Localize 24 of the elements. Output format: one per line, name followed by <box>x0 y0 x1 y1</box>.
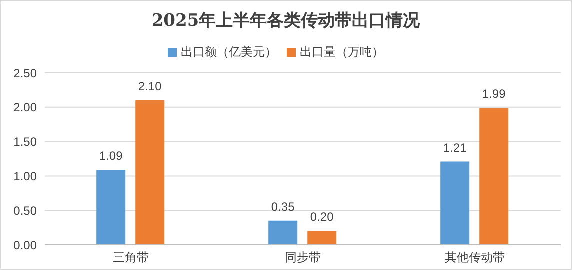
data-label: 1.21 <box>443 140 468 155</box>
bar <box>308 231 337 245</box>
y-tick-label: 1.00 <box>14 169 38 184</box>
y-tick-label: 2.00 <box>14 100 38 115</box>
data-label: 2.10 <box>138 80 162 94</box>
y-tick-label: 1.50 <box>14 135 38 150</box>
x-tick-label: 其他传动带 <box>445 250 505 265</box>
data-label: 1.99 <box>482 87 506 102</box>
bar <box>268 220 298 245</box>
y-tick-label: 0.50 <box>14 204 38 218</box>
legend-label: 出口量（万吨） <box>300 45 384 59</box>
data-label: 1.09 <box>99 149 124 164</box>
bar <box>440 162 470 245</box>
legend-label: 出口额（亿美元） <box>181 45 277 59</box>
bar <box>136 100 165 245</box>
bar <box>480 108 509 245</box>
bar <box>96 170 126 245</box>
data-label: 0.20 <box>310 210 334 224</box>
y-tick-label: 0.00 <box>14 238 38 252</box>
data-label: 0.35 <box>271 200 296 214</box>
x-tick-label: 三角带 <box>113 250 149 265</box>
x-tick-label: 同步带 <box>285 250 321 265</box>
y-tick-label: 2.50 <box>14 66 38 80</box>
chart-title: 2025年上半年各类传动带出口情况 <box>150 10 422 33</box>
